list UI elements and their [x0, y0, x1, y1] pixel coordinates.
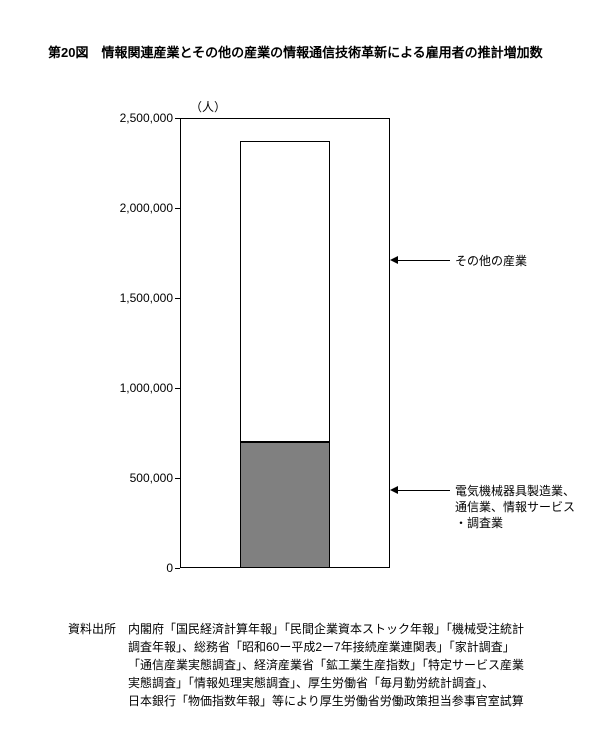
y-tick-mark [175, 118, 180, 119]
series-label-bottom: 電気機械器具製造業、 通信業、情報サービス ・調査業 [455, 483, 575, 532]
arrow-head-icon [390, 486, 398, 494]
arrow-line-top [398, 260, 450, 261]
y-tick-label: 1,500,000 [103, 291, 173, 305]
y-tick-label: 500,000 [103, 471, 173, 485]
y-tick-label: 1,000,000 [103, 381, 173, 395]
y-tick-label: 2,000,000 [103, 201, 173, 215]
y-tick-mark [175, 298, 180, 299]
y-axis-unit: （人） [190, 98, 226, 115]
arrow-head-icon [390, 256, 398, 264]
source-label: 資料出所 [68, 620, 116, 637]
chart-title: 第20図 情報関連産業とその他の産業の情報通信技術革新による雇用者の推計増加数 [48, 42, 543, 61]
y-tick-mark [175, 208, 180, 209]
y-tick-mark [175, 568, 180, 569]
bar-segment-bottom [240, 442, 330, 568]
series-label-top: その他の産業 [455, 253, 527, 269]
source-text: 内閣府「国民経済計算年報」「民間企業資本ストック年報」「機械受注統計 調査年報」… [128, 620, 558, 710]
y-tick-label: 0 [103, 561, 173, 575]
bar-segment-top [240, 141, 330, 442]
y-tick-mark [175, 388, 180, 389]
y-tick-mark [175, 478, 180, 479]
arrow-line-bottom [398, 490, 450, 491]
y-tick-label: 2,500,000 [103, 111, 173, 125]
